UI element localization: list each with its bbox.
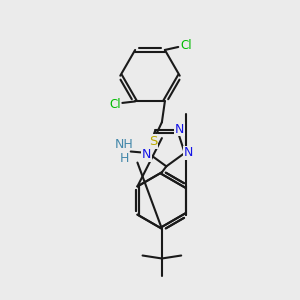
Text: Cl: Cl xyxy=(180,39,192,52)
Text: S: S xyxy=(149,135,157,148)
Text: Cl: Cl xyxy=(110,98,121,111)
Text: NH: NH xyxy=(115,139,134,152)
Text: N: N xyxy=(175,122,184,136)
Text: N: N xyxy=(142,148,151,161)
Text: N: N xyxy=(184,146,193,160)
Text: H: H xyxy=(119,152,129,165)
